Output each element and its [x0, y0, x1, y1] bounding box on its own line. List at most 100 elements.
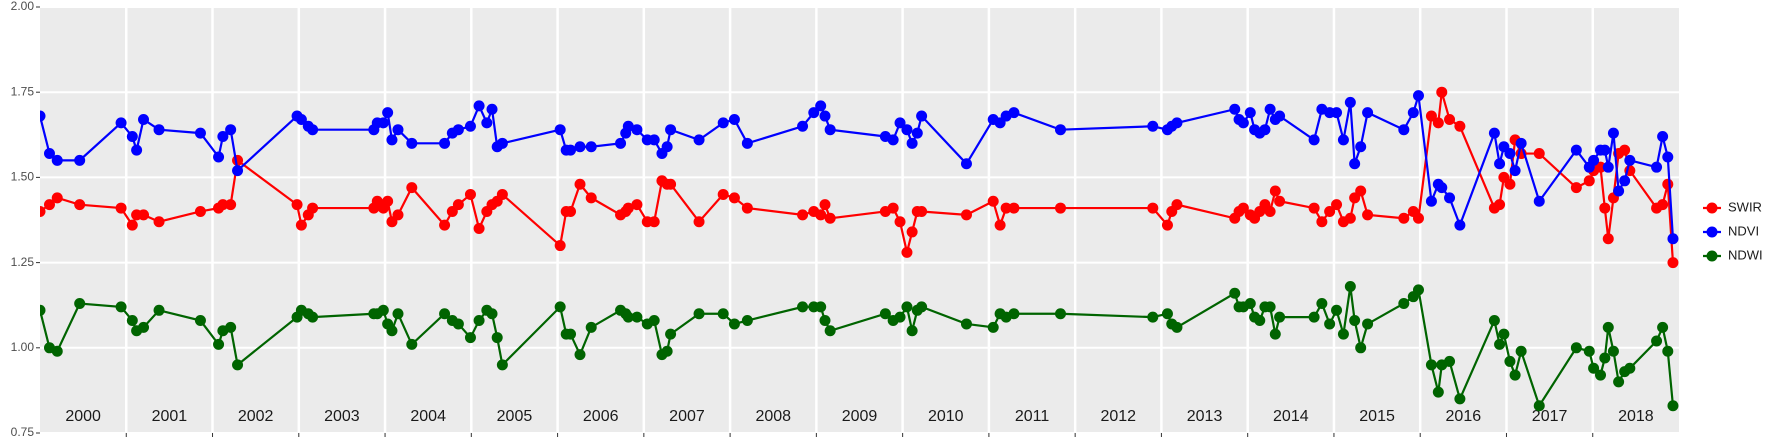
point [1269, 328, 1281, 340]
point [217, 199, 229, 211]
point [906, 325, 918, 337]
point [741, 315, 753, 327]
year-label: 2003 [324, 408, 360, 425]
point [40, 205, 46, 217]
point [1349, 158, 1361, 170]
point [1602, 161, 1614, 173]
point [824, 325, 836, 337]
point [1259, 124, 1271, 136]
point [565, 205, 577, 217]
point [1583, 345, 1595, 357]
year-label: 2000 [65, 408, 101, 425]
plot-layer [40, 86, 1679, 412]
point [815, 209, 827, 221]
point [797, 301, 809, 313]
point [1583, 175, 1595, 187]
point [901, 301, 913, 313]
point [1613, 185, 1625, 197]
point [452, 124, 464, 136]
point [1657, 131, 1669, 143]
point [1316, 297, 1328, 309]
point [1324, 318, 1336, 330]
point [194, 315, 206, 327]
year-label: 2005 [497, 408, 533, 425]
point [439, 137, 451, 149]
y-tick-label: 1.75 [11, 84, 35, 98]
point [648, 315, 660, 327]
point [496, 359, 508, 371]
point [1161, 308, 1173, 320]
point [1662, 151, 1674, 163]
point [960, 158, 972, 170]
point [406, 182, 418, 194]
year-label: 2007 [669, 408, 705, 425]
point [661, 345, 673, 357]
point [1515, 137, 1527, 149]
point [1362, 318, 1374, 330]
point [225, 124, 237, 136]
point [115, 117, 127, 129]
point [392, 209, 404, 221]
point [665, 178, 677, 190]
point [194, 205, 206, 217]
point [1054, 124, 1066, 136]
point [1331, 107, 1343, 119]
point [439, 308, 451, 320]
point [1054, 308, 1066, 320]
point [631, 124, 643, 136]
year-label: 2006 [583, 408, 619, 425]
point [1509, 165, 1521, 177]
point [894, 216, 906, 228]
point [819, 199, 831, 211]
point [901, 124, 913, 136]
point [615, 137, 627, 149]
point [1657, 321, 1669, 333]
point [473, 223, 485, 235]
point [728, 192, 740, 204]
point [1237, 117, 1249, 129]
legend-label: NDWI [1728, 247, 1763, 262]
point [1412, 212, 1424, 224]
point [1533, 148, 1545, 160]
point [1398, 212, 1410, 224]
point [486, 103, 498, 115]
point [987, 321, 999, 333]
point [1432, 117, 1444, 129]
point [1624, 154, 1636, 166]
point [307, 202, 319, 214]
point [1436, 182, 1448, 194]
point [496, 188, 508, 200]
point [1504, 355, 1516, 367]
legend-label: NDVI [1728, 223, 1759, 238]
point [491, 332, 503, 344]
point [815, 301, 827, 313]
year-label: 2017 [1532, 408, 1568, 425]
point [1008, 202, 1020, 214]
point [717, 117, 729, 129]
point [1595, 161, 1607, 173]
point [824, 124, 836, 136]
point [386, 325, 398, 337]
point [473, 315, 485, 327]
point [1662, 345, 1674, 357]
point [74, 199, 86, 211]
legend-marker [1706, 226, 1718, 238]
point [1444, 355, 1456, 367]
point [153, 304, 165, 316]
point [1274, 195, 1286, 207]
point [138, 113, 150, 125]
point [1613, 376, 1625, 388]
point [1316, 216, 1328, 228]
point [585, 192, 597, 204]
point [894, 117, 906, 129]
point [1008, 107, 1020, 119]
point [665, 124, 677, 136]
point [1324, 205, 1336, 217]
point [131, 144, 143, 156]
point [1602, 321, 1614, 333]
point [1425, 195, 1437, 207]
point [1504, 148, 1516, 160]
point [1229, 287, 1241, 299]
point [51, 154, 63, 166]
